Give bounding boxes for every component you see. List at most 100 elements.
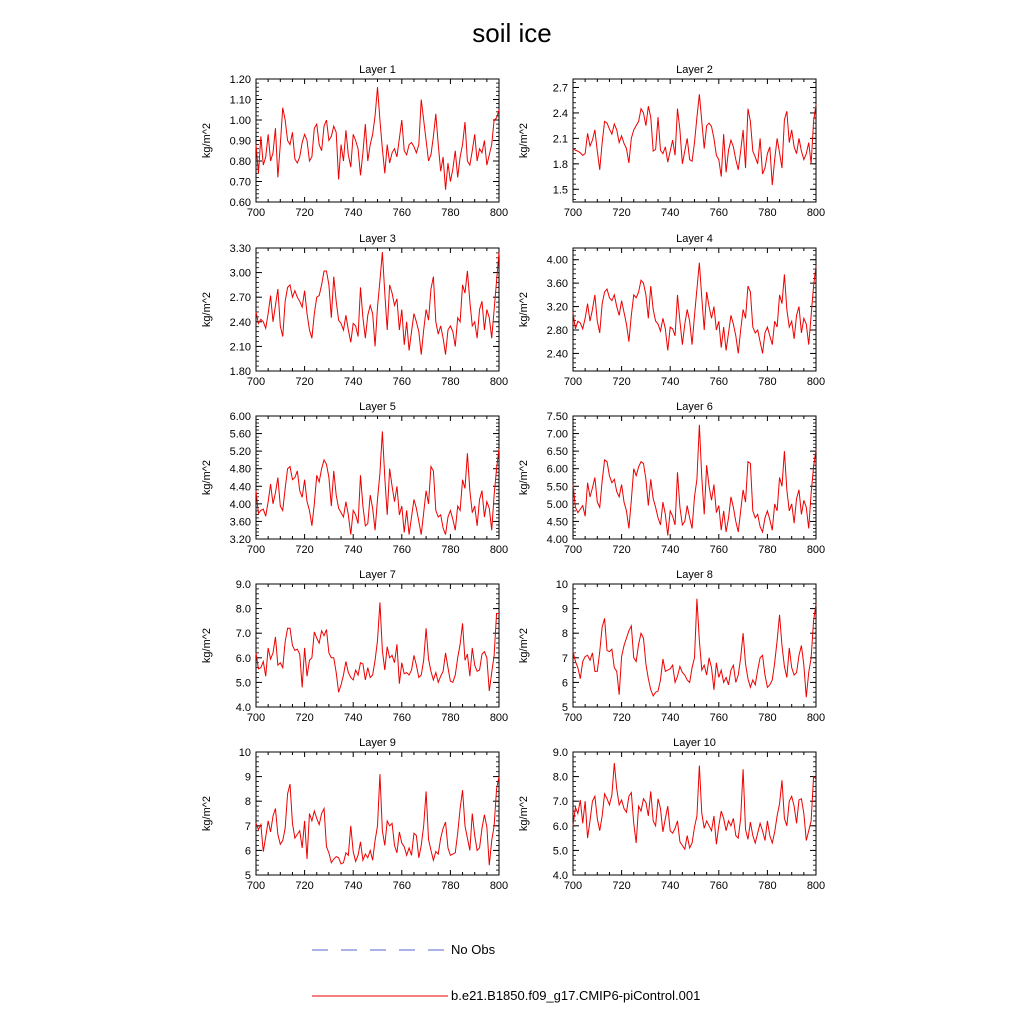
y-tick-label: 2.7 <box>553 82 568 94</box>
y-axis-label: kg/m^2 <box>201 292 213 327</box>
panel-layer-5: Layer 5 kg/m^2 700 720 740 760 780 800 3.20 3.60 4… <box>201 401 508 556</box>
y-tick-label: 0.90 <box>230 136 251 148</box>
x-tick-label: 740 <box>661 376 679 388</box>
y-tick-label: 8.0 <box>553 772 568 784</box>
series-line <box>572 424 817 536</box>
plot-frame <box>255 751 500 876</box>
y-tick-label: 9.0 <box>553 747 568 759</box>
x-tick-label: 780 <box>758 712 776 724</box>
y-tick-label: 7 <box>562 653 568 665</box>
x-tick-label: 800 <box>807 207 825 219</box>
y-tick-label: 3.30 <box>230 243 251 255</box>
y-tick-label: 1.5 <box>553 184 568 196</box>
y-tick-label: 2.70 <box>230 292 251 304</box>
x-tick-label: 720 <box>295 376 313 388</box>
x-tick-label: 700 <box>564 544 582 556</box>
x-tick-label: 720 <box>295 544 313 556</box>
y-axis-label: kg/m^2 <box>201 628 213 663</box>
y-tick-label: 2.40 <box>230 317 251 329</box>
y-tick-label: 0.70 <box>230 177 251 189</box>
y-tick-label: 4.0 <box>236 702 251 714</box>
x-tick-label: 700 <box>564 880 582 892</box>
series-line <box>255 87 500 190</box>
y-tick-label: 8 <box>562 628 568 640</box>
panel-layer-1: Layer 1 kg/m^2 700 720 740 760 780 800 0.60 0.70 0… <box>201 64 508 219</box>
plot-frame <box>572 583 817 708</box>
y-tick-label: 2.4 <box>553 108 568 120</box>
x-tick-label: 760 <box>710 376 728 388</box>
x-tick-label: 720 <box>612 880 630 892</box>
y-tick-label: 0.60 <box>230 197 251 209</box>
panel-title: Layer 5 <box>359 401 396 413</box>
x-tick-label: 800 <box>807 376 825 388</box>
x-tick-label: 760 <box>710 712 728 724</box>
x-tick-label: 740 <box>661 880 679 892</box>
panel-layer-6: Layer 6 kg/m^2 700 720 740 760 780 800 4.00 4.50 5… <box>518 401 825 556</box>
panel-layer-10: Layer 10 kg/m^2 700 720 740 760 780 800 4.0 5.0 6.… <box>518 737 825 892</box>
panel-title: Layer 7 <box>359 569 396 581</box>
x-tick-label: 780 <box>758 376 776 388</box>
y-tick-label: 6.50 <box>547 446 568 458</box>
panels: Layer 1 kg/m^2 700 720 740 760 780 800 0.60 0.70 0… <box>201 64 825 892</box>
x-tick-label: 740 <box>344 712 362 724</box>
x-tick-label: 740 <box>344 376 362 388</box>
legend: No Obs b.e21.B1850.f09_g17.CMIP6-piContro… <box>312 942 700 1003</box>
y-tick-label: 9 <box>245 772 251 784</box>
y-tick-label: 2.40 <box>547 348 568 360</box>
x-tick-label: 780 <box>441 880 459 892</box>
panel-title: Layer 9 <box>359 737 396 749</box>
y-tick-label: 2.80 <box>547 325 568 337</box>
x-tick-label: 700 <box>247 544 265 556</box>
x-tick-label: 760 <box>393 880 411 892</box>
y-tick-label: 9.0 <box>236 579 251 591</box>
y-tick-label: 4.80 <box>230 464 251 476</box>
x-tick-label: 700 <box>247 207 265 219</box>
panel-title: Layer 2 <box>676 64 713 76</box>
series-line <box>572 262 817 354</box>
y-tick-label: 2.10 <box>230 341 251 353</box>
y-tick-label: 7.0 <box>236 628 251 640</box>
x-tick-label: 760 <box>393 376 411 388</box>
x-tick-label: 700 <box>564 712 582 724</box>
y-tick-label: 5.60 <box>230 429 251 441</box>
y-tick-label: 1.10 <box>230 95 251 107</box>
y-tick-label: 6 <box>245 845 251 857</box>
y-tick-label: 3.20 <box>230 534 251 546</box>
x-tick-label: 740 <box>344 207 362 219</box>
x-tick-label: 700 <box>564 376 582 388</box>
x-tick-label: 800 <box>490 544 508 556</box>
x-tick-label: 700 <box>247 880 265 892</box>
series-line <box>255 602 499 693</box>
plot-frame <box>572 751 817 876</box>
y-tick-label: 1.00 <box>230 115 251 127</box>
y-tick-label: 3.00 <box>230 268 251 280</box>
panel-layer-7: Layer 7 kg/m^2 700 720 740 760 780 800 4.0 5.0 6.0… <box>201 569 508 724</box>
panel-title: Layer 1 <box>359 64 396 76</box>
y-tick-label: 5.0 <box>236 677 251 689</box>
x-tick-label: 720 <box>295 880 313 892</box>
y-axis-label: kg/m^2 <box>201 123 213 158</box>
y-tick-label: 4.50 <box>547 516 568 528</box>
panel-title: Layer 3 <box>359 233 396 245</box>
y-tick-label: 3.20 <box>547 302 568 314</box>
y-tick-label: 6.00 <box>547 464 568 476</box>
x-tick-label: 740 <box>661 207 679 219</box>
y-tick-label: 7 <box>245 821 251 833</box>
x-tick-label: 780 <box>441 376 459 388</box>
x-tick-label: 740 <box>661 712 679 724</box>
panel-layer-4: Layer 4 kg/m^2 700 720 740 760 780 800 2.40 2.80 3… <box>518 233 825 388</box>
y-tick-label: 3.60 <box>230 516 251 528</box>
x-tick-label: 720 <box>612 207 630 219</box>
x-tick-label: 800 <box>807 712 825 724</box>
x-tick-label: 740 <box>661 544 679 556</box>
x-tick-label: 800 <box>490 376 508 388</box>
y-tick-label: 0.80 <box>230 156 251 168</box>
x-tick-label: 780 <box>441 544 459 556</box>
series-line <box>572 763 817 851</box>
y-tick-label: 5.00 <box>547 499 568 511</box>
y-tick-label: 5.0 <box>553 845 568 857</box>
panel-title: Layer 10 <box>673 737 716 749</box>
y-tick-label: 10 <box>556 579 568 591</box>
y-tick-label: 6 <box>562 677 568 689</box>
x-tick-label: 800 <box>490 880 508 892</box>
